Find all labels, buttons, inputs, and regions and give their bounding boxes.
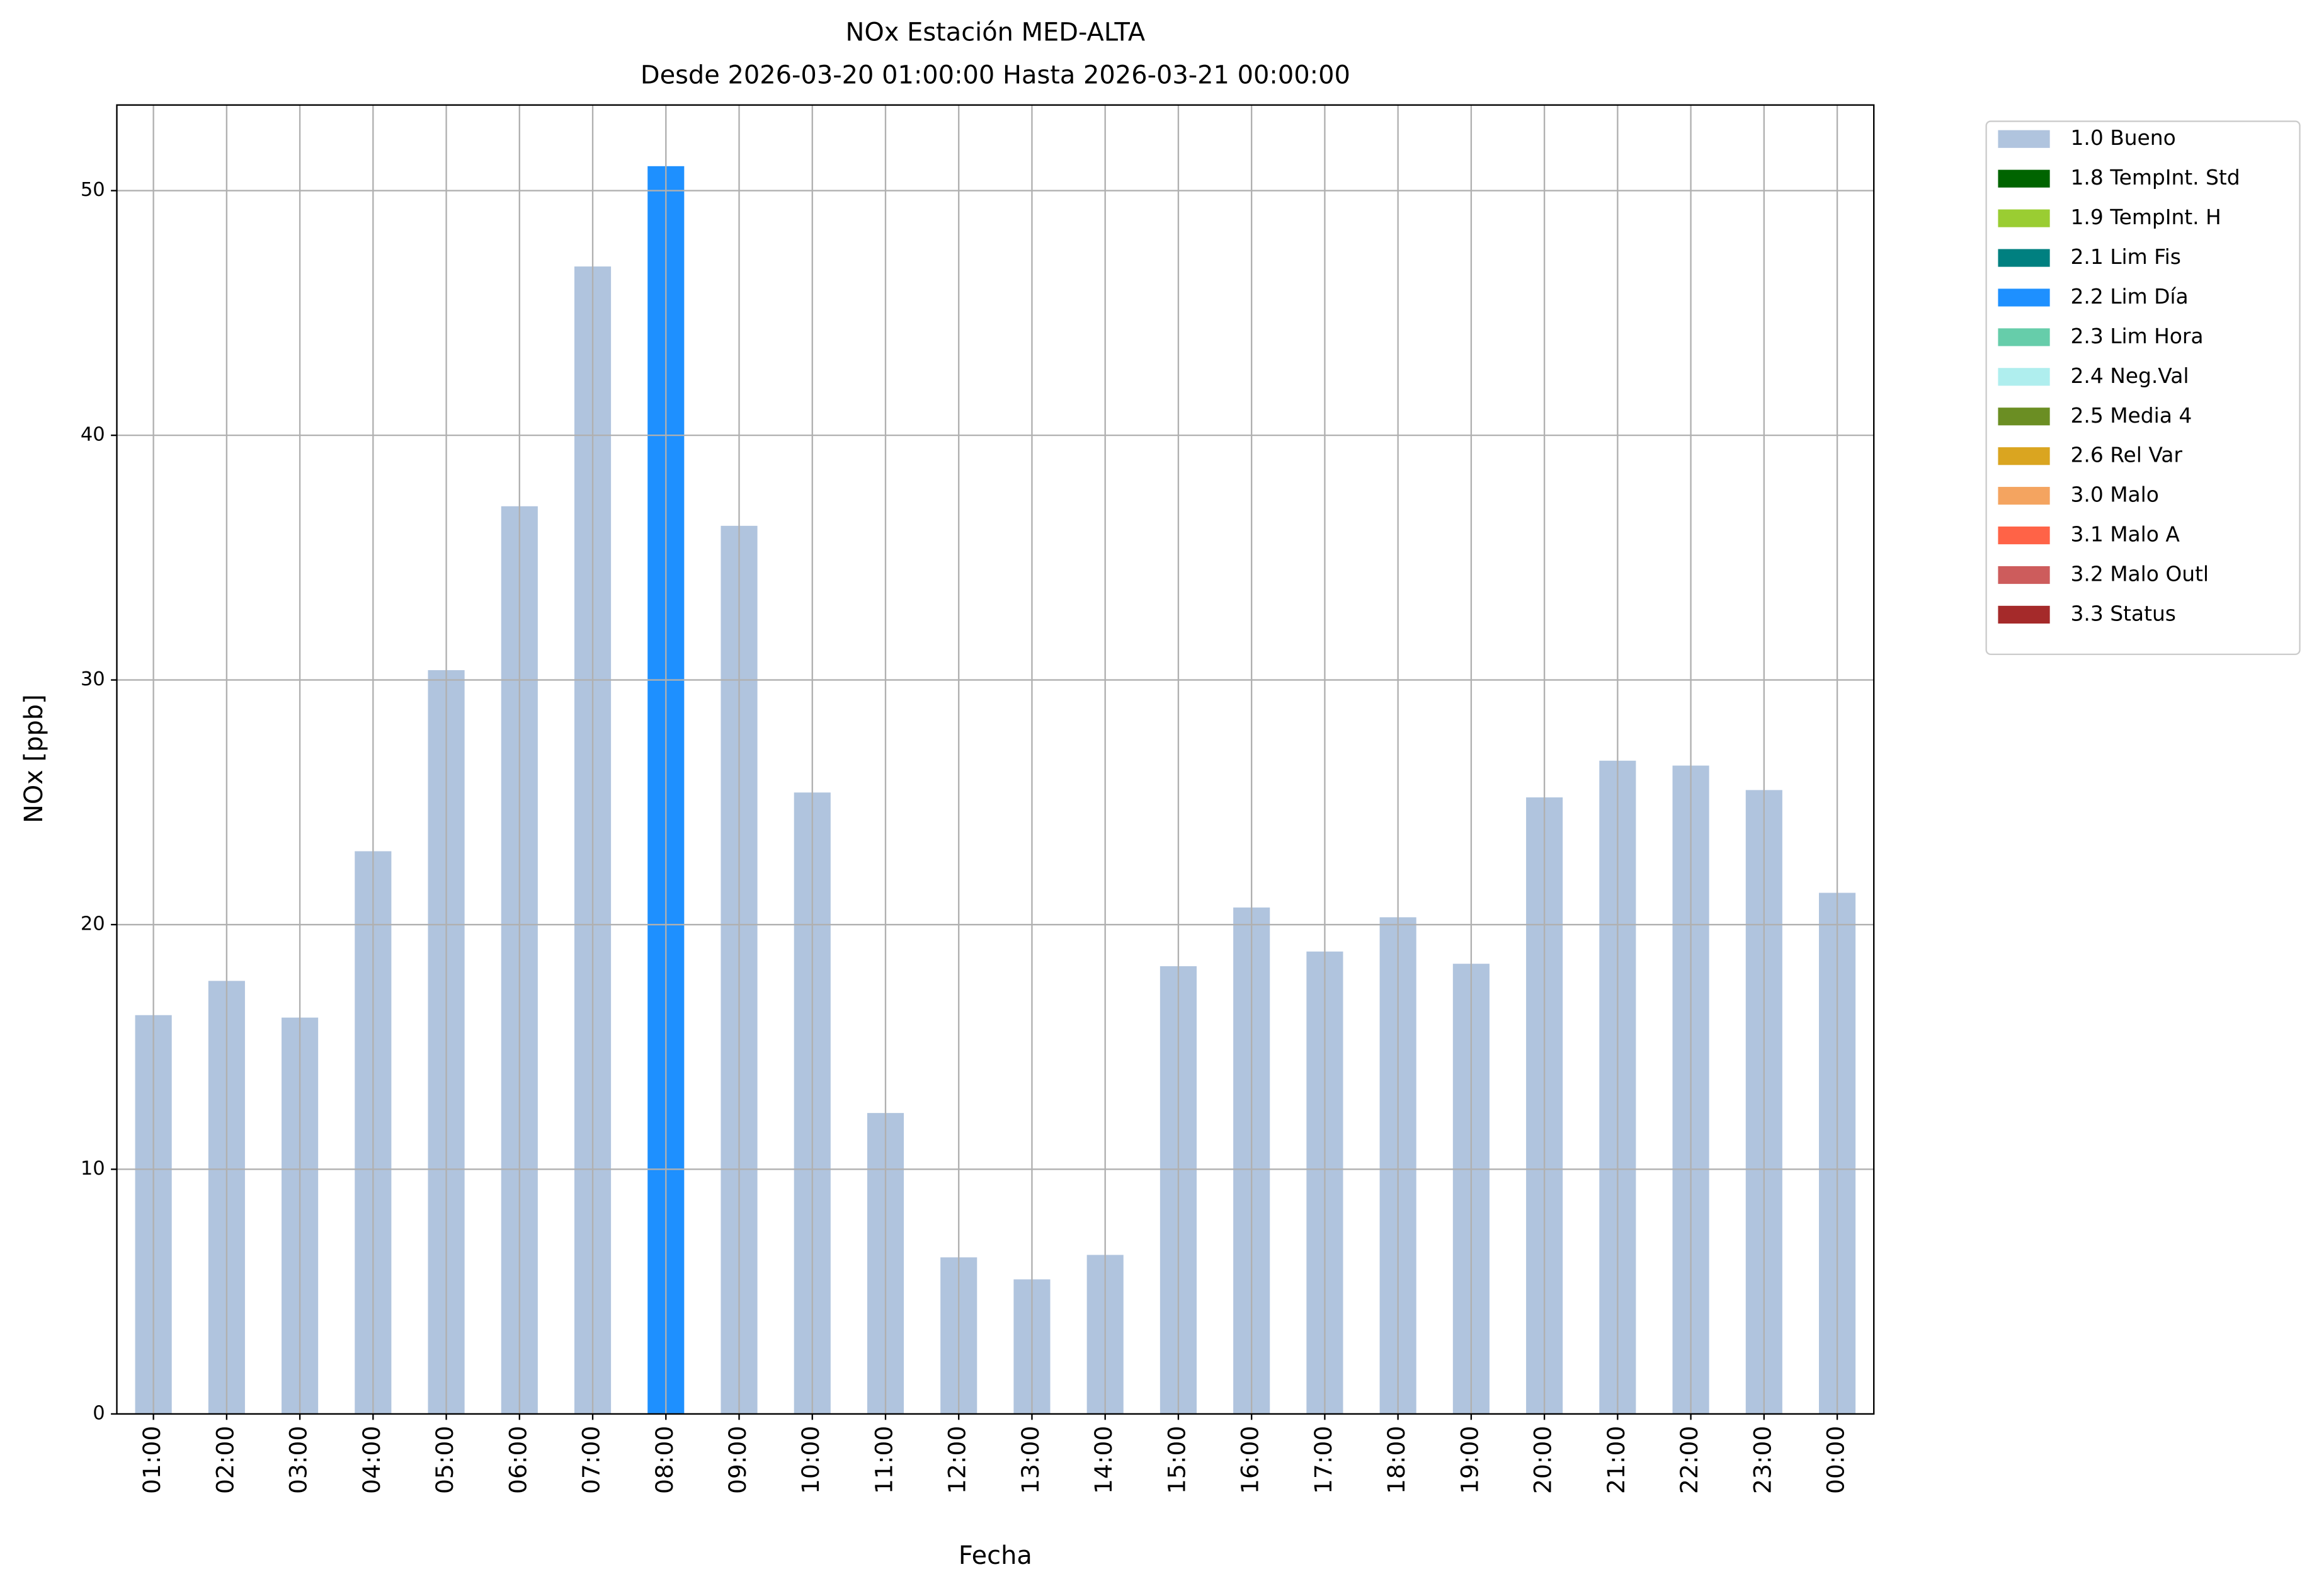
x-tick-label: 06:00 bbox=[504, 1426, 532, 1494]
x-tick-label: 16:00 bbox=[1236, 1426, 1264, 1494]
y-tick-label: 50 bbox=[81, 179, 105, 201]
legend-swatch bbox=[1998, 566, 2050, 584]
x-tick-label: 19:00 bbox=[1456, 1426, 1483, 1494]
legend-label: 2.5 Media 4 bbox=[2071, 403, 2192, 428]
legend-swatch bbox=[1998, 605, 2050, 624]
x-tick-label: 02:00 bbox=[211, 1426, 239, 1494]
legend-label: 1.0 Bueno bbox=[2071, 125, 2176, 150]
x-tick-label: 00:00 bbox=[1822, 1426, 1850, 1494]
x-tick-label: 18:00 bbox=[1382, 1426, 1410, 1494]
legend-swatch bbox=[1998, 249, 2050, 267]
plot-frame bbox=[116, 104, 1875, 1415]
legend-label: 3.2 Malo Outl bbox=[2071, 562, 2209, 586]
chart-title: NOx Estación MED-ALTA bbox=[846, 18, 1146, 47]
x-tick-label: 04:00 bbox=[358, 1426, 385, 1494]
legend-box bbox=[1985, 120, 2301, 656]
legend-swatch bbox=[1998, 447, 2050, 465]
x-axis-label: Fecha bbox=[959, 1541, 1032, 1570]
y-tick-label: 0 bbox=[93, 1402, 105, 1424]
x-tick-label: 09:00 bbox=[724, 1426, 751, 1494]
legend-swatch bbox=[1998, 169, 2050, 188]
legend-label: 3.1 Malo A bbox=[2071, 522, 2180, 547]
chart-subtitle: Desde 2026-03-20 01:00:00 Hasta 2026-03-… bbox=[641, 61, 1350, 90]
x-tick-label: 11:00 bbox=[870, 1426, 897, 1494]
y-axis-label: NOx [ppb] bbox=[20, 694, 48, 823]
y-tick-label: 20 bbox=[81, 913, 105, 935]
legend-label: 2.1 Lim Fis bbox=[2071, 244, 2181, 269]
legend-label: 2.2 Lim Día bbox=[2071, 284, 2189, 309]
legend-swatch bbox=[1998, 526, 2050, 545]
x-tick-label: 22:00 bbox=[1675, 1426, 1703, 1494]
legend-swatch bbox=[1998, 328, 2050, 346]
x-tick-label: 01:00 bbox=[138, 1426, 166, 1494]
x-tick-label: 03:00 bbox=[285, 1426, 312, 1494]
legend-label: 3.0 Malo bbox=[2071, 482, 2159, 507]
legend-label: 2.6 Rel Var bbox=[2071, 443, 2183, 467]
y-tick-label: 30 bbox=[81, 668, 105, 690]
legend-label: 3.3 Status bbox=[2071, 601, 2176, 625]
y-tick-label: 10 bbox=[81, 1158, 105, 1180]
x-tick-label: 12:00 bbox=[943, 1426, 971, 1494]
x-tick-label: 05:00 bbox=[431, 1426, 459, 1494]
legend-label: 1.8 TempInt. Std bbox=[2071, 165, 2240, 190]
legend-label: 2.4 Neg.Val bbox=[2071, 363, 2189, 388]
legend-swatch bbox=[1998, 487, 2050, 505]
legend-label: 1.9 TempInt. H bbox=[2071, 205, 2221, 229]
legend-swatch bbox=[1998, 209, 2050, 227]
x-tick-label: 08:00 bbox=[651, 1426, 678, 1494]
x-tick-label: 17:00 bbox=[1309, 1426, 1337, 1494]
y-tick-label: 40 bbox=[81, 424, 105, 446]
x-tick-label: 14:00 bbox=[1090, 1426, 1117, 1494]
x-tick-label: 15:00 bbox=[1163, 1426, 1190, 1494]
x-tick-label: 07:00 bbox=[578, 1426, 605, 1494]
legend-label: 2.3 Lim Hora bbox=[2071, 324, 2204, 348]
legend-swatch bbox=[1998, 130, 2050, 148]
x-tick-label: 13:00 bbox=[1017, 1426, 1044, 1494]
x-tick-label: 10:00 bbox=[797, 1426, 824, 1494]
x-tick-label: 23:00 bbox=[1748, 1426, 1776, 1494]
x-tick-label: 20:00 bbox=[1529, 1426, 1557, 1494]
legend-swatch bbox=[1998, 408, 2050, 426]
legend-swatch bbox=[1998, 368, 2050, 386]
x-tick-label: 21:00 bbox=[1602, 1426, 1630, 1494]
legend-swatch bbox=[1998, 288, 2050, 307]
